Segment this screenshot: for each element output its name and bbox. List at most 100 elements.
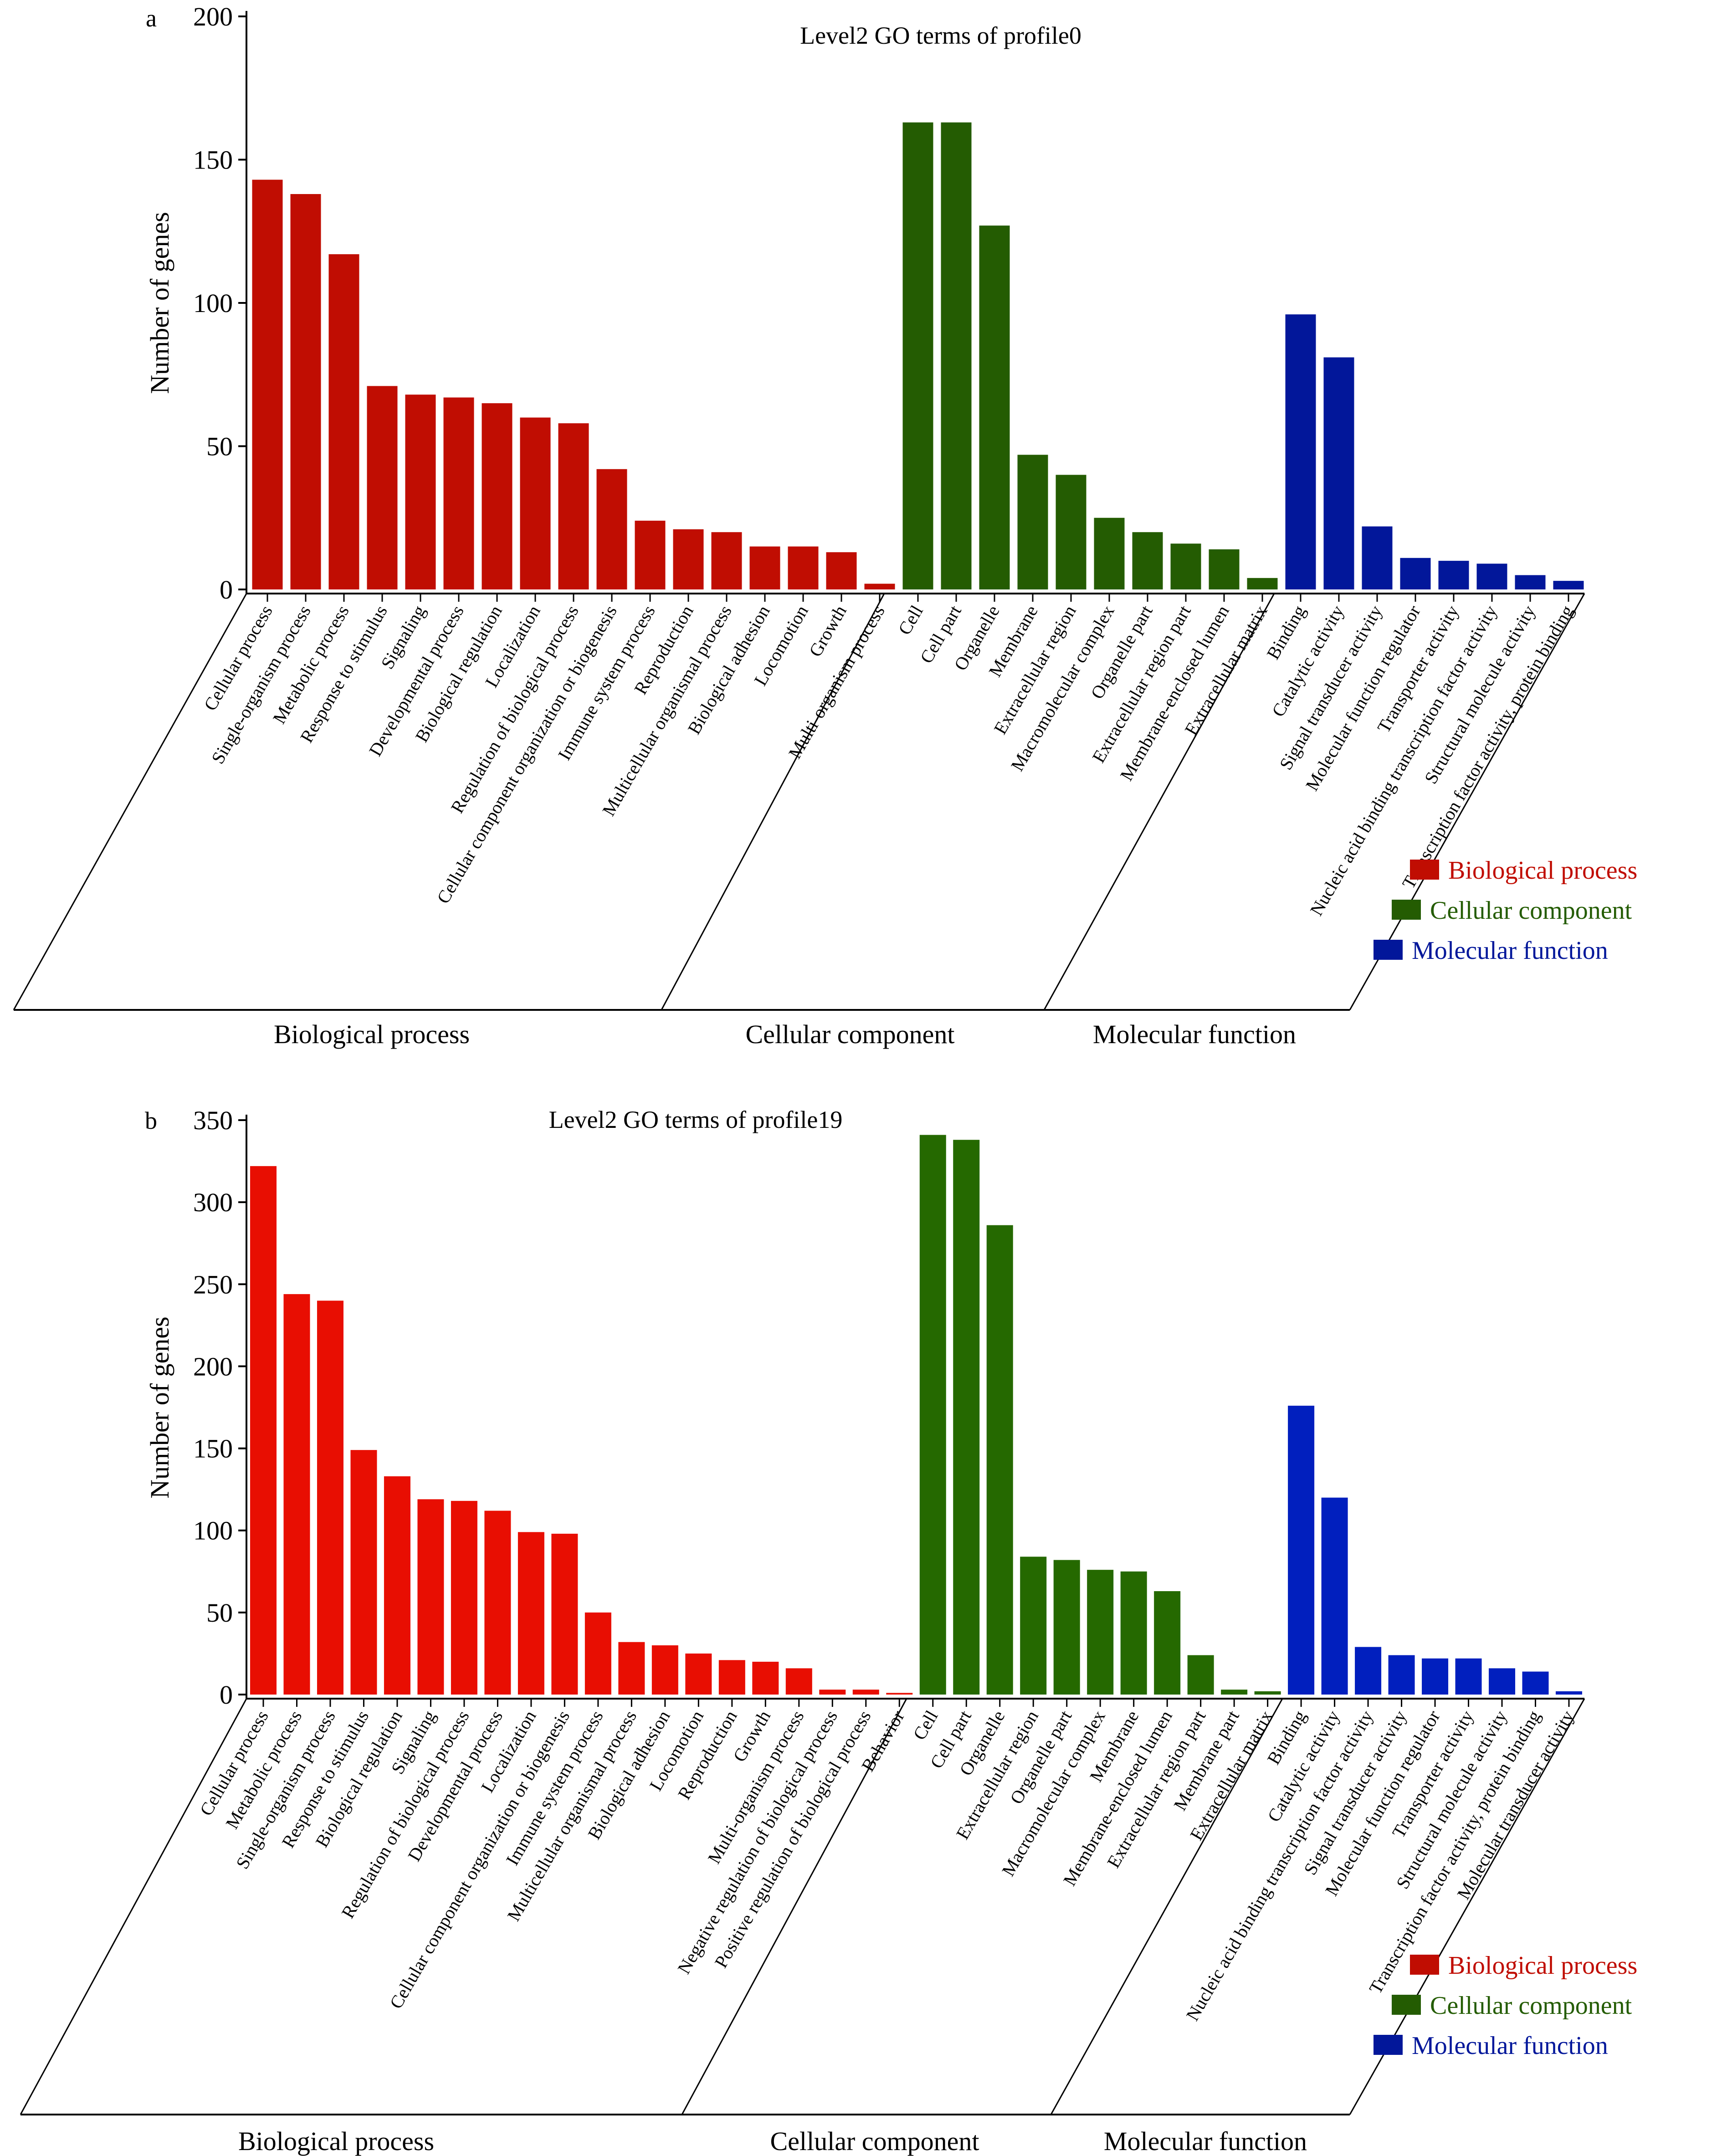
bar: [1020, 1557, 1047, 1695]
legend-swatch: [1374, 2035, 1403, 2055]
bar: [1170, 543, 1201, 589]
bar: [482, 403, 512, 589]
group-label: Biological process: [238, 2126, 434, 2156]
chart-title: Level2 GO terms of profile0: [800, 22, 1081, 49]
bars: [250, 1135, 1582, 1695]
legend-swatch: [1374, 940, 1403, 960]
bar: [986, 1225, 1013, 1695]
group-frame: [20, 1698, 1585, 2115]
bar: [1515, 575, 1546, 589]
bar: [558, 423, 589, 589]
bar: [250, 1166, 277, 1695]
bar: [1132, 532, 1163, 589]
bar: [1154, 1591, 1181, 1695]
bar: [864, 584, 895, 589]
bar: [384, 1476, 410, 1695]
bar: [405, 394, 436, 589]
bar: [785, 1668, 812, 1695]
bar: [941, 122, 972, 590]
group-separator: [13, 593, 247, 1010]
bar: [673, 529, 704, 589]
bar: [1056, 475, 1086, 589]
bar: [1187, 1655, 1214, 1695]
bar: [290, 194, 321, 590]
group-label: Cellular component: [770, 2126, 979, 2156]
legend-label: Cellular component: [1430, 896, 1632, 925]
legend-label: Molecular function: [1412, 937, 1608, 965]
group-frame: [13, 593, 1585, 1011]
bar: [718, 1660, 745, 1695]
x-axis-ticks: [246, 593, 1584, 602]
bar: [252, 179, 283, 589]
y-axis-title: Number of genes: [145, 1316, 174, 1498]
group-separator: [1050, 1698, 1283, 2115]
y-tick-label: 0: [220, 575, 233, 604]
bar: [584, 1612, 611, 1695]
bar: [484, 1511, 511, 1695]
bar: [520, 417, 551, 589]
y-tick-label: 150: [193, 145, 233, 175]
bars: [252, 122, 1584, 590]
bar: [1489, 1668, 1516, 1695]
bar: [1094, 517, 1125, 589]
group-label: Molecular function: [1104, 2126, 1307, 2156]
bar: [1285, 314, 1316, 589]
bar: [1323, 357, 1354, 589]
bar: [1355, 1647, 1382, 1695]
bar: [749, 546, 780, 589]
y-tick-label: 50: [206, 432, 233, 461]
bar: [551, 1533, 578, 1695]
legend: Biological process Cellular component Mole…: [1374, 1951, 1637, 2060]
bar: [788, 546, 819, 589]
bar: [902, 122, 933, 590]
bar: [1455, 1658, 1482, 1695]
legend-label: Molecular function: [1412, 2032, 1608, 2060]
legend-label: Biological process: [1448, 856, 1637, 885]
y-tick-label: 200: [193, 1352, 233, 1381]
bar: [283, 1294, 310, 1695]
bar: [1476, 563, 1507, 589]
legend-swatch: [1410, 1955, 1439, 1975]
bar: [635, 521, 666, 589]
y-tick-label: 200: [193, 2, 233, 31]
group-separator: [681, 1698, 907, 2115]
bar: [1288, 1405, 1315, 1695]
bar: [451, 1500, 477, 1695]
y-tick-label: 250: [193, 1270, 233, 1299]
bar: [443, 397, 474, 589]
y-tick-label: 300: [193, 1188, 233, 1217]
bar: [350, 1450, 377, 1695]
group-separator: [20, 1698, 247, 2115]
bar: [518, 1532, 544, 1695]
chart-title: Level2 GO terms of profile19: [549, 1106, 843, 1133]
y-tick-label: 50: [206, 1598, 233, 1628]
x-axis-ticks: [246, 1698, 1584, 1707]
bar: [711, 532, 742, 589]
legend-label: Biological process: [1448, 1951, 1637, 1980]
bar: [1556, 1691, 1582, 1695]
bar: [1120, 1571, 1147, 1695]
legend-swatch: [1392, 900, 1421, 920]
bar: [953, 1140, 980, 1695]
legend: Biological process Cellular component Mole…: [1374, 856, 1637, 965]
bar: [1209, 549, 1240, 589]
bar: [819, 1690, 846, 1695]
panel-b: b Level2 GO terms of profile19 Number of…: [20, 1106, 1637, 2156]
y-tick-label: 100: [193, 288, 233, 318]
y-tick-label: 100: [193, 1516, 233, 1546]
bar: [367, 386, 398, 589]
y-axis-ticks: 0 50 100 150 200 250 300 350: [193, 1106, 247, 1710]
bar: [596, 469, 627, 589]
legend-swatch: [1392, 1995, 1421, 2015]
bar: [328, 254, 359, 589]
bar: [1087, 1570, 1114, 1695]
bar: [1553, 581, 1584, 589]
bar: [1247, 578, 1278, 589]
y-tick-label: 0: [220, 1680, 233, 1710]
bar: [417, 1499, 444, 1695]
bar: [1438, 561, 1469, 589]
group-label: Molecular function: [1093, 1019, 1296, 1049]
